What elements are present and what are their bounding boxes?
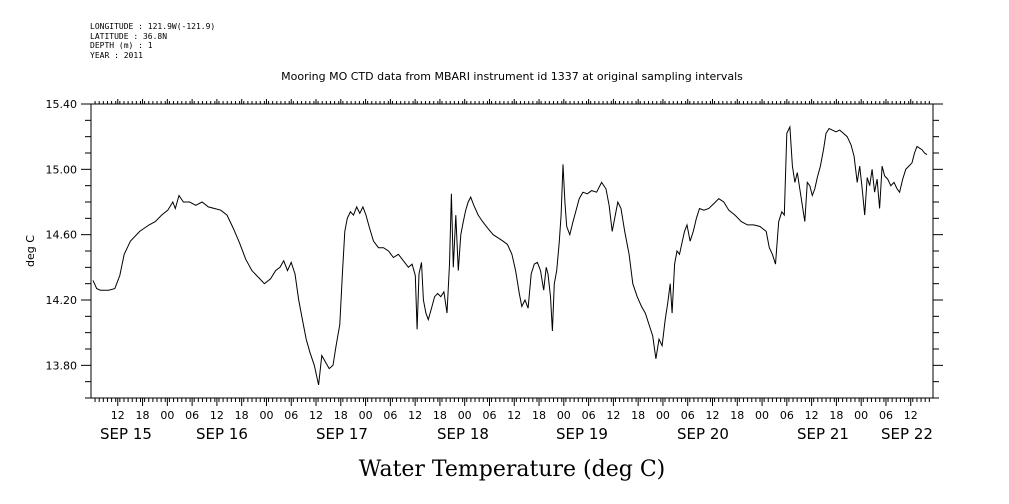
series-line: [92, 124, 928, 386]
metadata-block: LONGITUDE : 121.9W(-121.9) LATITUDE : 36…: [90, 22, 215, 60]
y-tick-labels: 13.80 14.20 14.60 15.00 15.40: [46, 98, 78, 372]
x-tick-labels: 12 18 00 06 12 18 00 06 12 18 00 06 12 18 00 06 12 18 00 06…: [111, 409, 918, 422]
x-tick-label: 06: [681, 409, 695, 422]
x-tick-label: 06: [284, 409, 298, 422]
plot-frame: [90, 103, 934, 399]
x-tick-label: 12: [111, 409, 125, 422]
x-tick-label: 06: [185, 409, 199, 422]
x-tick-label: 18: [433, 409, 447, 422]
x-tick-label: 06: [780, 409, 794, 422]
x-tick-label: 00: [359, 409, 373, 422]
x-date-label: SEP 20: [677, 425, 729, 443]
y-axis-label: deg C: [24, 235, 37, 267]
x-date-label: SEP 15: [100, 425, 152, 443]
y-tick-label: 13.80: [46, 359, 78, 372]
x-tick-label: 12: [805, 409, 819, 422]
x-tick-label: 06: [582, 409, 596, 422]
latitude-label: LATITUDE : 36.8N: [90, 31, 168, 41]
x-tick-label: 18: [334, 409, 348, 422]
chart-title: Mooring MO CTD data from MBARI instrumen…: [281, 70, 743, 83]
x-tick-label: 12: [408, 409, 422, 422]
x-date-label: SEP 16: [196, 425, 248, 443]
x-tick-label: 12: [606, 409, 620, 422]
x-tick-label: 00: [160, 409, 174, 422]
x-tick-label: 00: [755, 409, 769, 422]
year-label: YEAR : 2011: [90, 50, 143, 60]
y-tick-label: 15.40: [46, 98, 78, 111]
x-tick-label: 18: [829, 409, 843, 422]
x-tick-label: 00: [557, 409, 571, 422]
y-tick-label: 15.00: [46, 163, 78, 176]
axis-ticks: [81, 99, 943, 406]
x-tick-label: 06: [383, 409, 397, 422]
x-date-label: SEP 18: [437, 425, 489, 443]
x-tick-label: 18: [730, 409, 744, 422]
x-tick-label: 00: [458, 409, 472, 422]
x-tick-label: 00: [259, 409, 273, 422]
x-tick-label: 12: [904, 409, 918, 422]
x-tick-label: 06: [879, 409, 893, 422]
x-axis-label: Water Temperature (deg C): [359, 457, 666, 482]
x-date-label: SEP 17: [316, 425, 368, 443]
y-tick-label: 14.60: [46, 229, 78, 242]
x-date-label: SEP 22: [881, 425, 933, 443]
x-tick-label: 12: [309, 409, 323, 422]
y-tick-label: 14.20: [46, 294, 78, 307]
x-tick-label: 00: [656, 409, 670, 422]
x-tick-label: 06: [482, 409, 496, 422]
x-tick-label: 18: [235, 409, 249, 422]
x-date-label: SEP 19: [556, 425, 608, 443]
x-tick-label: 18: [136, 409, 150, 422]
x-tick-label: 18: [631, 409, 645, 422]
x-tick-label: 12: [210, 409, 224, 422]
x-tick-label: 00: [854, 409, 868, 422]
x-tick-label: 18: [532, 409, 546, 422]
x-date-labels: SEP 15 SEP 16 SEP 17 SEP 18 SEP 19 SEP 20 SEP …: [100, 425, 933, 443]
x-tick-label: 12: [507, 409, 521, 422]
x-date-label: SEP 21: [797, 425, 849, 443]
x-tick-label: 12: [706, 409, 720, 422]
depth-label: DEPTH (m) : 1: [90, 41, 153, 50]
longitude-label: LONGITUDE : 121.9W(-121.9): [90, 22, 216, 31]
